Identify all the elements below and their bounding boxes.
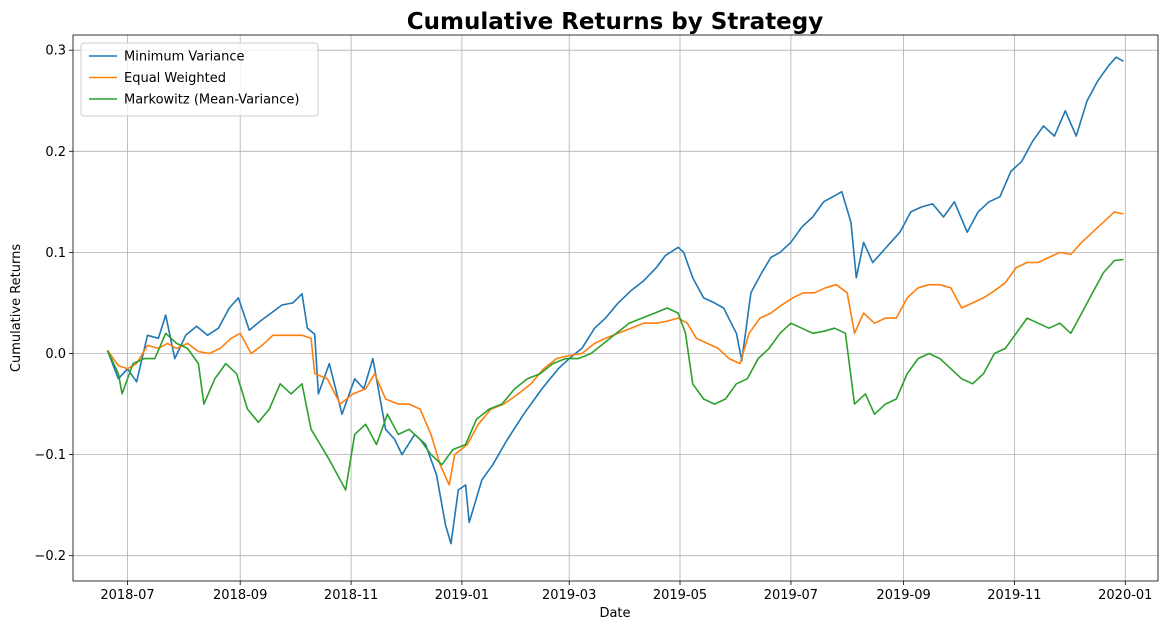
legend-entry: Markowitz (Mean-Variance) bbox=[124, 93, 300, 108]
y-tick-label: −0.1 bbox=[34, 448, 66, 463]
y-tick-label: −0.2 bbox=[34, 549, 66, 564]
series-lines bbox=[106, 56, 1124, 545]
series-line-markowitz-mean-variance bbox=[106, 258, 1124, 491]
legend: Minimum Variance Equal Weighted Markowitz … bbox=[80, 42, 319, 117]
x-tick-label: 2020-01 bbox=[1098, 588, 1152, 603]
x-tick-label: 2019-11 bbox=[987, 588, 1041, 603]
grid bbox=[73, 35, 1158, 581]
series-line-minimum-variance bbox=[106, 56, 1124, 545]
x-axis-label: Date bbox=[599, 606, 630, 621]
y-tick-label: 0.2 bbox=[45, 145, 66, 160]
axis-ticks: 2018-07 2018-09 2018-11 2019-01 2019-03 2019-… bbox=[34, 44, 1152, 603]
y-axis-label: Cumulative Returns bbox=[9, 244, 24, 372]
x-tick-label: 2019-01 bbox=[435, 588, 489, 603]
plot-frame bbox=[72, 34, 1159, 582]
x-tick-label: 2019-09 bbox=[876, 588, 930, 603]
chart-title: Cumulative Returns by Strategy bbox=[407, 9, 824, 35]
legend-box bbox=[80, 42, 319, 117]
x-tick-label: 2018-07 bbox=[100, 588, 154, 603]
legend-entry: Equal Weighted bbox=[124, 71, 226, 86]
x-tick-label: 2019-03 bbox=[542, 588, 596, 603]
x-tick-label: 2019-05 bbox=[653, 588, 707, 603]
y-tick-label: 0.3 bbox=[45, 44, 66, 59]
x-tick-label: 2018-11 bbox=[324, 588, 378, 603]
y-tick-label: 0.0 bbox=[45, 347, 66, 362]
y-tick-label: 0.1 bbox=[45, 246, 66, 261]
series-line-equal-weighted bbox=[106, 211, 1124, 486]
x-tick-label: 2018-09 bbox=[213, 588, 267, 603]
x-tick-label: 2019-07 bbox=[764, 588, 818, 603]
legend-entry: Minimum Variance bbox=[124, 50, 245, 65]
